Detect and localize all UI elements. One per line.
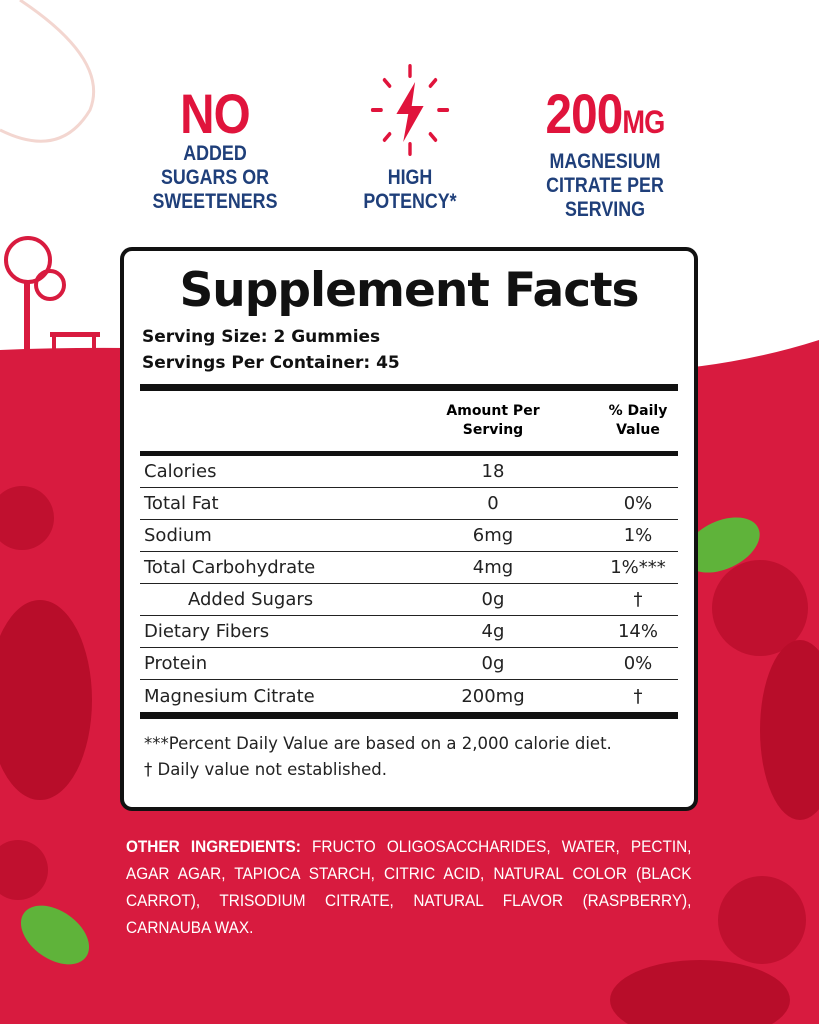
claim-text: HIGH <box>387 166 433 189</box>
claim-200mg: 200MG MAGNESIUM CITRATE PER SERVING <box>533 86 678 222</box>
table-row: Protein 0g 0% <box>140 648 678 680</box>
nutrient-amount: 4g <box>481 621 505 642</box>
nutrient-name: Total Carbohydrate <box>144 557 316 578</box>
nutrient-name: Protein <box>144 653 208 674</box>
table-row: Magnesium Citrate 200mg † <box>140 680 678 712</box>
divider <box>140 712 678 719</box>
nutrient-daily-value: 0% <box>623 653 653 674</box>
serving-size: Serving Size: 2 Gummies <box>142 327 381 347</box>
daily-value-header: % Daily Value <box>608 403 668 438</box>
footnote: † Daily value not established. <box>144 760 387 779</box>
nutrient-daily-value: † <box>633 589 643 610</box>
nutrient-amount: 0 <box>487 493 499 514</box>
claim-headline: NO <box>180 82 251 145</box>
nutrient-name: Sodium <box>144 525 212 546</box>
footnote: ***Percent Daily Value are based on a 2,… <box>144 734 612 753</box>
claim-high-potency: HIGH POTENCY* <box>351 64 470 214</box>
claim-text: CITRATE PER <box>546 174 664 197</box>
table-row: Total Carbohydrate 4mg 1%*** <box>140 552 678 584</box>
divider <box>140 384 678 391</box>
claim-text: ADDED <box>183 142 247 165</box>
servings-per-container: Servings Per Container: 45 <box>142 353 400 373</box>
nutrient-amount: 6mg <box>472 525 514 546</box>
nutrient-name: Magnesium Citrate <box>144 685 315 707</box>
nutrient-daily-value: 1%*** <box>610 557 666 578</box>
other-ingredients: OTHER INGREDIENTS: FRUCTO OLIGOSACCHARID… <box>126 834 691 942</box>
lightning-bolt-icon <box>370 64 450 156</box>
table-row: Added Sugars 0g † <box>140 584 678 616</box>
nutrient-amount: 4mg <box>472 557 514 578</box>
table-header: Amount Per Serving % Daily Value <box>140 391 678 451</box>
raspberry-icon <box>0 486 808 964</box>
claim-headline: 200MG <box>545 82 666 145</box>
table-row: Calories 18 <box>140 456 678 488</box>
nutrient-amount: 0g <box>481 589 505 610</box>
nutrient-name: Calories <box>144 461 217 482</box>
table-row: Sodium 6mg 1% <box>140 520 678 552</box>
nutrient-daily-value: 14% <box>617 621 658 642</box>
divider <box>140 451 678 456</box>
tree-icon <box>4 236 100 351</box>
nutrient-daily-value: 0% <box>623 493 653 514</box>
leaf-icon <box>20 517 760 965</box>
nutrient-daily-value: 1% <box>623 525 653 546</box>
nutrient-name: Total Fat <box>144 493 219 514</box>
claim-text: SUGARS OR <box>160 166 270 189</box>
gummy-bear-icon <box>0 600 819 1024</box>
nutrient-amount: 200mg <box>461 685 525 707</box>
claim-no-added-sugars: NO ADDED SUGARS OR SWEETENERS <box>151 86 279 214</box>
table-row: Dietary Fibers 4g 14% <box>140 616 678 648</box>
claim-text: SWEETENERS <box>152 190 278 213</box>
footnotes: ***Percent Daily Value are based on a 2,… <box>140 731 678 783</box>
facts-table: Calories 18 Total Fat 0 0% Sodium 6mg 1% Total C… <box>140 456 678 712</box>
decorative-curve <box>0 0 96 143</box>
supplement-facts-panel: Supplement Facts Serving Size: 2 Gummies… <box>120 247 698 811</box>
ingredients-text: FRUCTO OLIGOSACCHARIDES, WATER, PECTIN, … <box>126 838 692 937</box>
nutrient-daily-value: † <box>633 685 643 707</box>
claim-text: SERVING <box>564 198 646 221</box>
ingredients-label: OTHER INGREDIENTS: <box>126 838 301 856</box>
claim-text: MAGNESIUM <box>549 150 661 173</box>
nutrient-name: Dietary Fibers <box>144 621 270 642</box>
table-row: Total Fat 0 0% <box>140 488 678 520</box>
nutrient-amount: 0g <box>481 653 505 674</box>
facts-title: Supplement Facts <box>179 263 639 318</box>
amount-header: Amount Per Serving <box>446 403 540 438</box>
nutrient-name: Added Sugars <box>188 589 314 610</box>
nutrient-amount: 18 <box>481 461 505 482</box>
claim-text: POTENCY* <box>363 190 457 213</box>
